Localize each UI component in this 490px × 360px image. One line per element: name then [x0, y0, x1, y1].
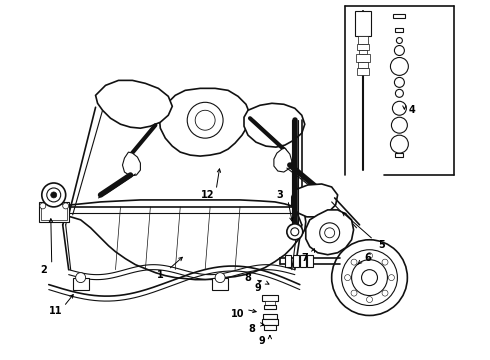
Text: 7: 7: [301, 253, 308, 263]
Bar: [73, 278, 89, 289]
Circle shape: [395, 89, 403, 97]
Bar: [393, 14, 405, 18]
Bar: [262, 294, 278, 301]
Polygon shape: [292, 184, 338, 217]
Bar: [395, 153, 403, 157]
Circle shape: [287, 224, 303, 240]
Text: 1: 1: [157, 270, 164, 280]
Circle shape: [362, 270, 377, 285]
Circle shape: [42, 183, 66, 207]
Polygon shape: [244, 103, 305, 147]
Text: 3: 3: [276, 190, 283, 200]
Bar: [262, 319, 278, 325]
Text: 11: 11: [49, 306, 63, 316]
Bar: [358, 36, 368, 44]
Bar: [212, 278, 228, 289]
Circle shape: [40, 203, 46, 209]
Bar: [41, 204, 67, 220]
Text: 6: 6: [364, 253, 371, 263]
Bar: [293, 255, 299, 267]
Bar: [285, 255, 291, 267]
Polygon shape: [56, 200, 306, 280]
Bar: [356, 54, 369, 62]
Circle shape: [391, 58, 408, 75]
Circle shape: [382, 290, 388, 296]
Bar: [39, 202, 69, 222]
Text: 12: 12: [201, 190, 215, 200]
Circle shape: [215, 273, 225, 283]
Bar: [359, 50, 367, 54]
Text: 5: 5: [378, 240, 385, 250]
Circle shape: [352, 260, 388, 296]
Circle shape: [392, 101, 406, 115]
Bar: [357, 44, 368, 50]
Bar: [264, 325, 276, 330]
Text: 8: 8: [248, 324, 255, 334]
Polygon shape: [96, 80, 172, 128]
Circle shape: [391, 135, 408, 153]
Bar: [307, 255, 313, 267]
Bar: [355, 11, 370, 36]
Text: 10: 10: [231, 310, 245, 319]
Text: 2: 2: [40, 265, 47, 275]
Bar: [300, 255, 306, 267]
Circle shape: [367, 253, 372, 259]
Circle shape: [291, 228, 299, 236]
Circle shape: [195, 110, 215, 130]
Circle shape: [75, 273, 86, 283]
Bar: [358, 62, 368, 68]
Bar: [263, 315, 277, 319]
Polygon shape: [159, 88, 250, 156]
Text: 9: 9: [255, 283, 261, 293]
Circle shape: [392, 117, 407, 133]
Circle shape: [319, 223, 340, 243]
Circle shape: [47, 188, 61, 202]
Circle shape: [344, 275, 350, 280]
Circle shape: [342, 250, 397, 306]
Text: 8: 8: [245, 273, 251, 283]
Circle shape: [351, 259, 357, 265]
Circle shape: [394, 77, 404, 87]
Polygon shape: [306, 210, 354, 255]
Circle shape: [351, 290, 357, 296]
Circle shape: [382, 259, 388, 265]
Circle shape: [325, 228, 335, 238]
Circle shape: [389, 275, 394, 280]
Circle shape: [51, 192, 57, 198]
Bar: [264, 305, 276, 310]
Circle shape: [394, 45, 404, 55]
Text: 4: 4: [409, 105, 416, 115]
Circle shape: [63, 203, 69, 209]
Polygon shape: [122, 152, 141, 176]
Bar: [265, 301, 275, 305]
Circle shape: [396, 37, 402, 44]
Circle shape: [367, 297, 372, 302]
Bar: [395, 28, 403, 32]
Polygon shape: [274, 148, 292, 172]
Circle shape: [187, 102, 223, 138]
Circle shape: [332, 240, 407, 315]
Text: 9: 9: [259, 336, 265, 346]
Bar: [357, 68, 368, 75]
